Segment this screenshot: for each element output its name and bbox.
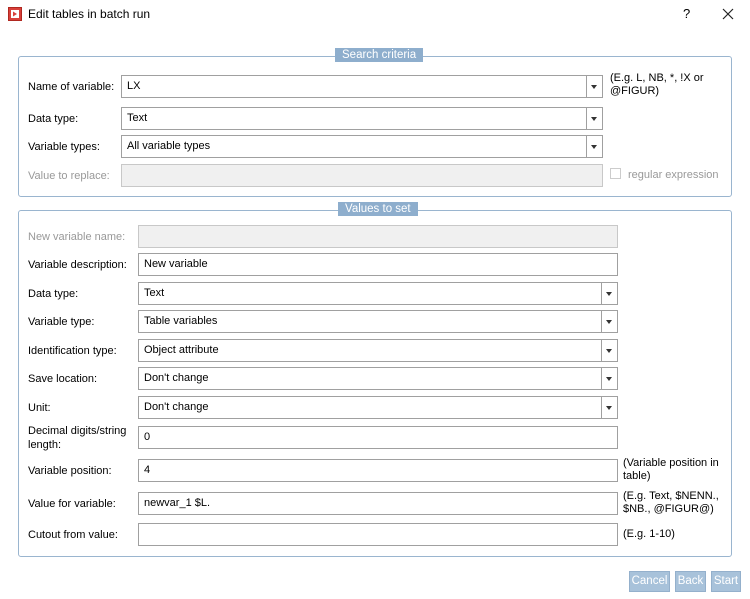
field-value: New variable: [144, 258, 208, 270]
app-icon: [8, 7, 22, 21]
group-legend: Values to set: [338, 202, 418, 216]
dropdown[interactable]: All variable types: [121, 135, 603, 158]
text-input[interactable]: 4: [138, 459, 618, 482]
field-value: 0: [144, 431, 151, 443]
field-label: Variable position:: [28, 465, 112, 477]
cancel-button[interactable]: Cancel: [629, 571, 670, 592]
start-button[interactable]: Start: [711, 571, 741, 592]
dropdown[interactable]: Don't change: [138, 367, 618, 390]
field-label: Save location:: [28, 373, 98, 385]
text-input[interactable]: New variable: [138, 253, 618, 276]
field-value: Don't change: [144, 401, 209, 413]
dropdown[interactable]: LX: [121, 75, 603, 98]
dropdown[interactable]: Don't change: [138, 396, 618, 419]
field-label: Name of variable:: [28, 81, 115, 93]
text-input[interactable]: newvar_1 $L.: [138, 492, 618, 515]
dropdown[interactable]: Text: [138, 282, 618, 305]
field-value: Object attribute: [144, 344, 219, 356]
field-label: Data type:: [28, 288, 79, 300]
field-value: newvar_1 $L.: [144, 497, 211, 509]
hint: (E.g. 1-10): [623, 528, 675, 540]
dropdown[interactable]: Object attribute: [138, 339, 618, 362]
field-label: Cutout from value:: [28, 529, 118, 541]
field-value: All variable types: [127, 140, 211, 152]
checkbox: [610, 168, 621, 179]
field-value: Don't change: [144, 372, 209, 384]
field-label: Value to replace:: [28, 170, 110, 182]
close-button[interactable]: [722, 8, 734, 20]
window-title: Edit tables in batch run: [28, 7, 151, 21]
field-value: Text: [144, 287, 165, 299]
field-label: Decimal digits/string length:: [28, 425, 127, 451]
field-value: 4: [144, 464, 151, 476]
dropdown[interactable]: Table variables: [138, 310, 618, 333]
field-label: Data type:: [28, 113, 79, 125]
field-value: Table variables: [144, 315, 218, 327]
text-input[interactable]: [138, 523, 618, 546]
field-value: Text: [127, 112, 148, 124]
field-value: LX: [127, 80, 141, 92]
field-label: Unit:: [28, 402, 51, 414]
field-label: Value for variable:: [28, 498, 116, 510]
help-button[interactable]: ?: [683, 6, 691, 21]
dropdown[interactable]: Text: [121, 107, 603, 130]
hint: (E.g. Text, $NENN., $NB., @FIGUR@): [623, 490, 719, 515]
group-legend: Search criteria: [335, 48, 424, 62]
text-input[interactable]: 0: [138, 426, 618, 449]
hint: (Variable position in table): [623, 457, 719, 482]
back-button[interactable]: Back: [675, 571, 706, 592]
field-label: New variable name:: [28, 231, 126, 243]
hint: (E.g. L, NB, *, !X or @FIGUR): [610, 72, 704, 97]
field-label: Variable type:: [28, 316, 95, 328]
field-label: Identification type:: [28, 345, 117, 357]
text-input: [121, 164, 603, 187]
text-input: [138, 225, 618, 248]
field-label: Variable types:: [28, 141, 100, 153]
checkbox-label: regular expression: [628, 169, 719, 181]
field-label: Variable description:: [28, 259, 127, 271]
